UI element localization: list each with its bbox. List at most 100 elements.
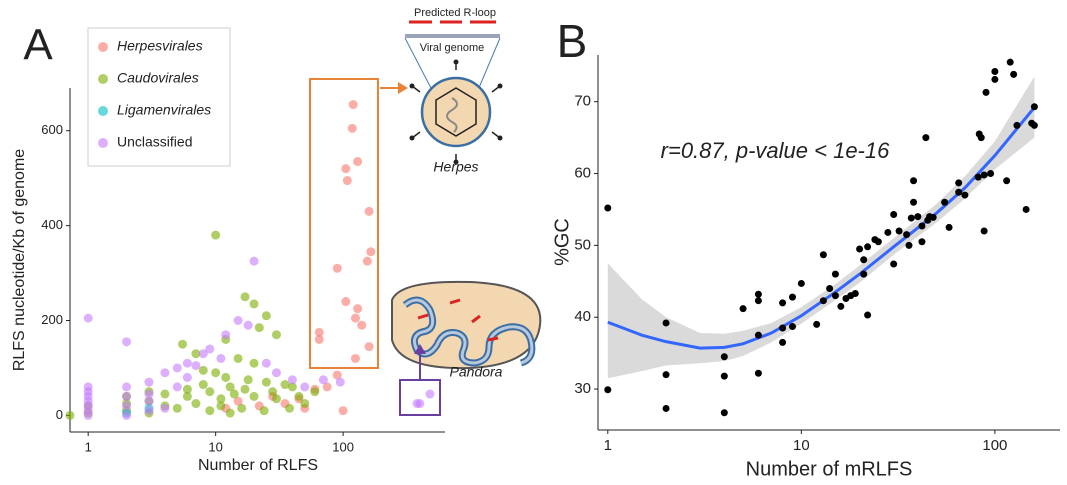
point	[353, 304, 363, 314]
point	[318, 375, 328, 385]
point	[205, 387, 215, 397]
y-tick-label: 40	[574, 308, 591, 325]
point	[249, 299, 259, 309]
point	[268, 387, 278, 397]
point	[271, 368, 281, 378]
point	[216, 394, 226, 404]
point	[285, 403, 295, 413]
point	[779, 299, 787, 307]
point	[907, 214, 915, 222]
point	[788, 293, 796, 301]
point	[860, 270, 868, 278]
point	[249, 391, 259, 401]
x-tick-label: 100	[332, 439, 354, 454]
point	[350, 353, 360, 363]
point	[922, 134, 930, 142]
y-tick-label: 50	[574, 236, 591, 253]
point	[362, 256, 372, 266]
point	[856, 245, 864, 253]
point	[415, 399, 425, 409]
point	[357, 320, 367, 330]
point	[918, 222, 926, 230]
point	[864, 243, 872, 251]
legend-label: Caudovirales	[117, 70, 199, 86]
point	[720, 409, 728, 417]
point	[353, 157, 363, 167]
point	[211, 368, 221, 378]
point	[910, 177, 918, 185]
point	[874, 238, 882, 246]
point	[1030, 103, 1038, 111]
point	[366, 247, 376, 257]
point	[160, 389, 170, 399]
point	[83, 313, 93, 323]
point	[144, 396, 154, 406]
point	[903, 231, 911, 239]
point	[338, 406, 348, 416]
point	[910, 198, 918, 206]
x-tick-label: 1	[85, 439, 92, 454]
fit-line	[607, 106, 1036, 350]
point	[819, 297, 827, 305]
point	[754, 290, 762, 298]
point	[1003, 177, 1011, 185]
point	[182, 372, 192, 382]
point	[322, 382, 332, 392]
point	[929, 213, 937, 221]
point	[342, 176, 352, 186]
point	[172, 363, 182, 373]
point	[240, 384, 250, 394]
point	[890, 210, 898, 218]
point	[826, 284, 834, 292]
y-tick-label: 60	[574, 165, 591, 182]
point	[261, 358, 271, 368]
point	[122, 391, 132, 401]
x-axis-label: Number of RLFS	[198, 457, 318, 474]
point	[991, 68, 999, 76]
diagram-label: Herpes	[433, 159, 478, 175]
point	[837, 302, 845, 310]
y-tick-label: 600	[41, 122, 63, 137]
point	[216, 401, 226, 411]
y-tick-label: 30	[574, 380, 591, 397]
legend-label: Unclassified	[117, 134, 192, 150]
x-tick-label: 100	[982, 437, 1007, 454]
point	[237, 403, 247, 413]
point	[122, 401, 132, 411]
point	[864, 311, 872, 319]
point	[191, 361, 201, 371]
x-tick-label: 1	[604, 437, 612, 454]
legend-marker	[98, 138, 108, 148]
point	[945, 223, 953, 231]
point	[788, 323, 796, 331]
point	[831, 270, 839, 278]
point	[182, 384, 192, 394]
point	[819, 251, 827, 259]
point	[198, 365, 208, 375]
point	[980, 227, 988, 235]
point	[205, 406, 215, 416]
point	[280, 380, 290, 390]
y-tick-label: 200	[41, 312, 63, 327]
y-tick-label: 400	[41, 217, 63, 232]
point	[918, 238, 926, 246]
point	[300, 399, 310, 409]
highlight-box	[399, 379, 441, 416]
point	[364, 206, 374, 216]
point	[160, 403, 170, 413]
point	[229, 389, 239, 399]
point	[160, 368, 170, 378]
point	[172, 382, 182, 392]
legend-marker	[98, 42, 108, 52]
point	[1010, 70, 1018, 78]
y-tick-label: 70	[574, 93, 591, 110]
point	[739, 305, 747, 313]
point	[233, 315, 243, 325]
point	[243, 320, 253, 330]
point	[961, 191, 969, 199]
point	[198, 380, 208, 390]
point	[191, 349, 201, 359]
point	[914, 213, 922, 221]
point	[982, 88, 990, 96]
point	[779, 338, 787, 346]
